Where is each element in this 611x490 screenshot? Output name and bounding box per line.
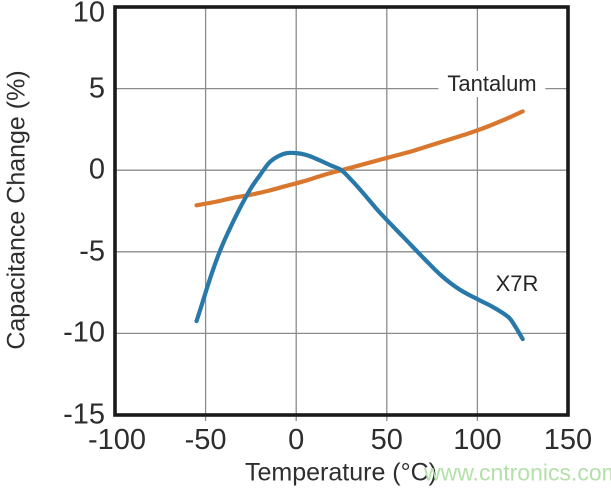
y-axis-title: Capacitance Change (%)	[2, 70, 31, 350]
y-tick-label: 0	[88, 153, 105, 186]
series-curve-x7r	[194, 150, 525, 342]
y-tick-label: -15	[63, 398, 105, 431]
y-tick-label: -10	[63, 316, 105, 349]
x-axis-title: Temperature (°C)	[245, 458, 437, 487]
series-curve-tantalum	[194, 109, 525, 208]
series-label-tantalum: Tantalum	[438, 71, 546, 97]
series-label-x7r: X7R	[495, 271, 539, 296]
x-tick-label: -100	[87, 424, 147, 456]
x-tick-label: -50	[184, 424, 227, 456]
y-tick-label: 5	[88, 72, 105, 105]
watermark: www.cntronics.com	[424, 459, 611, 486]
y-tick-label: -5	[79, 235, 105, 268]
y-tick-label: 10	[72, 0, 105, 29]
x-tick-label: 150	[543, 424, 593, 456]
x-tick-label: 50	[370, 424, 403, 456]
x-tick-label: 0	[288, 424, 305, 456]
x-tick-label: 100	[453, 424, 502, 456]
